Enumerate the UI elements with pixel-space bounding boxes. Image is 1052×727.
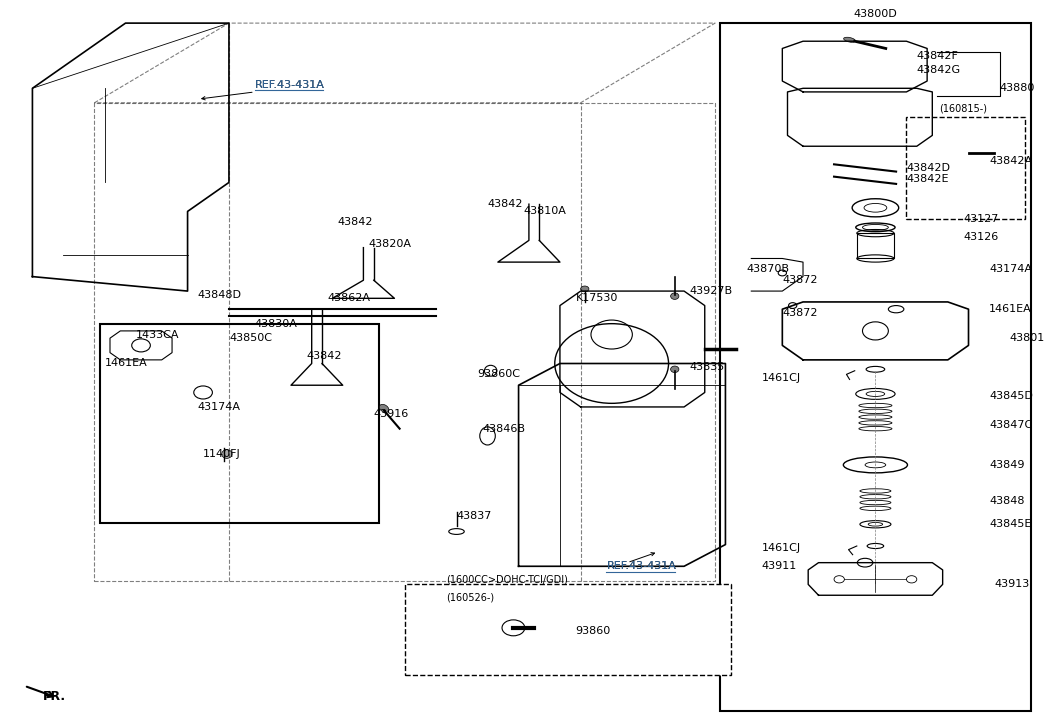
Ellipse shape <box>581 286 589 292</box>
Text: 43880: 43880 <box>999 84 1035 93</box>
Text: REF.43-431A: REF.43-431A <box>255 80 325 89</box>
Text: 43801: 43801 <box>1010 333 1045 343</box>
Text: 43872: 43872 <box>783 308 817 318</box>
Text: 43842A: 43842A <box>989 156 1032 166</box>
Ellipse shape <box>670 293 679 300</box>
Text: 43842G: 43842G <box>916 65 960 75</box>
Text: 43845D: 43845D <box>989 391 1033 401</box>
Text: 43830A: 43830A <box>255 318 298 329</box>
Text: 43126: 43126 <box>964 232 998 242</box>
Text: 43846B: 43846B <box>483 424 525 434</box>
Text: 43842E: 43842E <box>907 174 949 184</box>
Text: 1140FJ: 1140FJ <box>203 449 241 459</box>
Ellipse shape <box>844 37 855 42</box>
Text: 43848D: 43848D <box>198 289 242 300</box>
Text: 43842: 43842 <box>338 217 373 228</box>
Text: 43870B: 43870B <box>746 265 789 274</box>
Text: 43927B: 43927B <box>689 286 732 296</box>
Text: 1433CA: 1433CA <box>136 329 179 340</box>
Text: 43174A: 43174A <box>989 265 1032 274</box>
Text: 43842D: 43842D <box>907 163 950 173</box>
Ellipse shape <box>222 450 232 458</box>
Text: 43837: 43837 <box>457 510 492 521</box>
Text: (160526-): (160526-) <box>446 593 494 603</box>
Text: REF.43-431A: REF.43-431A <box>607 561 676 571</box>
Text: 43835: 43835 <box>689 362 725 372</box>
Text: 43127: 43127 <box>964 214 998 224</box>
Text: 43911: 43911 <box>762 561 796 571</box>
Text: 43872: 43872 <box>783 276 817 285</box>
Text: 43848: 43848 <box>989 496 1025 506</box>
Text: 43913: 43913 <box>994 579 1030 590</box>
Text: 1461CJ: 1461CJ <box>762 543 801 553</box>
Text: 43842: 43842 <box>487 199 523 209</box>
Text: 43862A: 43862A <box>327 293 370 303</box>
Text: 1461EA: 1461EA <box>989 304 1032 314</box>
Text: REF.43-431A: REF.43-431A <box>607 561 676 571</box>
Bar <box>405 585 730 675</box>
Text: 43174A: 43174A <box>198 402 241 412</box>
Text: 43810A: 43810A <box>524 206 567 217</box>
Bar <box>856 233 894 259</box>
Text: 43820A: 43820A <box>368 239 411 249</box>
Text: 43842: 43842 <box>306 351 342 361</box>
Text: K17530: K17530 <box>575 293 618 303</box>
Bar <box>907 117 1026 219</box>
Text: 43847C: 43847C <box>989 420 1032 430</box>
Bar <box>100 324 379 523</box>
Text: 1461CJ: 1461CJ <box>762 373 801 383</box>
Bar <box>721 23 1031 711</box>
Text: FR.: FR. <box>43 690 66 703</box>
Text: 43842F: 43842F <box>916 51 958 61</box>
Text: 43916: 43916 <box>373 409 409 419</box>
Text: 93860C: 93860C <box>478 369 520 379</box>
Text: 43850C: 43850C <box>229 333 272 343</box>
Text: (1600CC>DOHC-TCI/GDI): (1600CC>DOHC-TCI/GDI) <box>446 574 568 585</box>
Text: (160815-): (160815-) <box>939 104 988 113</box>
Text: 43845E: 43845E <box>989 519 1032 529</box>
Text: 93860: 93860 <box>575 627 611 636</box>
Ellipse shape <box>380 404 389 412</box>
Text: 1461EA: 1461EA <box>105 358 147 369</box>
Text: 43800D: 43800D <box>853 9 897 20</box>
Text: REF.43-431A: REF.43-431A <box>255 80 325 89</box>
Ellipse shape <box>670 366 679 372</box>
Text: 43849: 43849 <box>989 460 1025 470</box>
